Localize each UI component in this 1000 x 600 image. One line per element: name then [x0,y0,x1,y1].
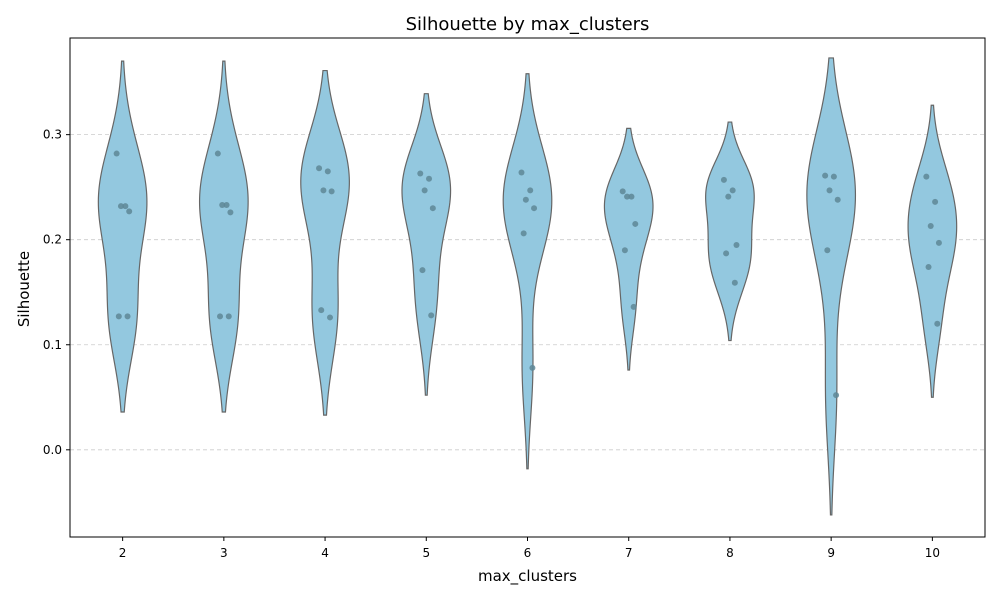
data-point [827,187,833,193]
violin-4 [301,71,350,416]
violin-3 [200,61,249,412]
data-point [118,203,124,209]
data-point [723,250,729,256]
violin-5 [402,94,451,396]
data-point [932,199,938,205]
data-point [529,365,535,371]
data-point [325,168,331,174]
data-point [923,174,929,180]
data-point [725,194,731,200]
data-point [531,205,537,211]
x-tick-label: 4 [321,546,329,560]
data-point [730,187,736,193]
x-tick-label: 9 [827,546,835,560]
data-point [733,242,739,248]
x-tick-label: 2 [119,546,127,560]
data-point [422,187,428,193]
data-point [523,197,529,203]
y-tick-label: 0.0 [43,443,62,457]
data-point [227,209,233,215]
data-point [824,247,830,253]
y-tick-label: 0.2 [43,233,62,247]
x-tick-label: 10 [925,546,940,560]
data-point [831,174,837,180]
x-axis-ticks: 2 3 4 5 6 7 8 9 10 [119,537,940,560]
data-point [518,169,524,175]
data-point [936,240,942,246]
data-point [721,177,727,183]
x-tick-label: 8 [726,546,734,560]
chart-title: Silhouette by max_clusters [406,14,650,35]
violin-2 [98,61,147,412]
violin-10 [908,105,957,397]
data-point [527,187,533,193]
data-point [631,304,637,310]
data-point [632,221,638,227]
data-point [833,392,839,398]
data-point [320,187,326,193]
y-axis-ticks: 0.0 0.1 0.2 0.3 [43,128,70,457]
violin-7 [604,128,653,370]
data-point [430,205,436,211]
data-point [329,188,335,194]
data-point [822,173,828,179]
data-point [622,247,628,253]
data-point [926,264,932,270]
data-point [217,313,223,319]
data-point [419,267,425,273]
data-point [114,151,120,157]
data-point [521,230,527,236]
data-point [426,176,432,182]
data-point [928,223,934,229]
violin-8 [706,122,755,341]
y-axis-label: Silhouette [15,251,33,327]
data-point [125,313,131,319]
data-point [732,280,738,286]
x-tick-label: 6 [524,546,532,560]
data-point [835,197,841,203]
data-point [316,165,322,171]
data-point [934,321,940,327]
x-tick-label: 5 [422,546,430,560]
data-point [428,312,434,318]
data-point [417,171,423,177]
violin-9 [807,58,856,515]
x-axis-label: max_clusters [478,567,577,586]
y-tick-label: 0.3 [43,128,62,142]
data-point [620,188,626,194]
x-tick-label: 3 [220,546,228,560]
data-point [219,202,225,208]
data-point [116,313,122,319]
data-point [318,307,324,313]
violin-6 [503,74,552,469]
y-tick-label: 0.1 [43,338,62,352]
violins [98,58,956,515]
x-tick-label: 7 [625,546,633,560]
data-point [624,194,630,200]
data-point [126,208,132,214]
data-point [327,314,333,320]
data-point [226,313,232,319]
data-point [215,151,221,157]
